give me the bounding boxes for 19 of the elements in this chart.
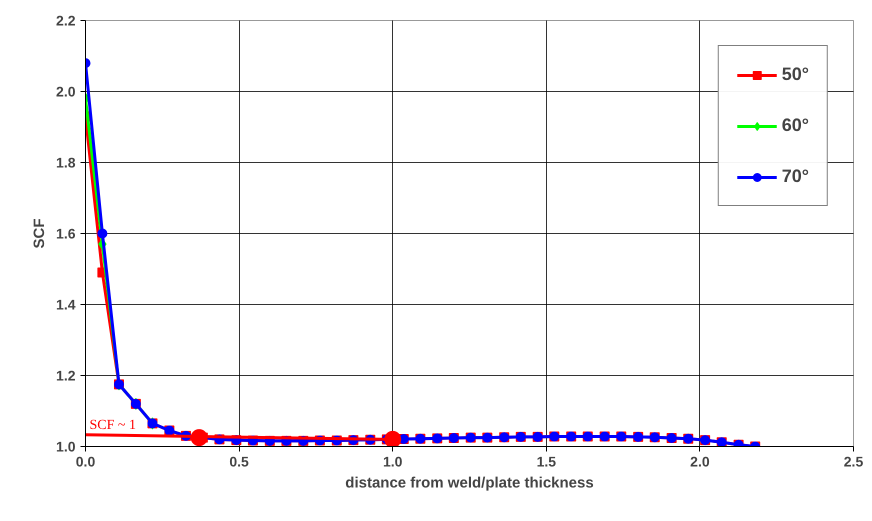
x-axis-title: distance from weld/plate thickness <box>345 474 594 492</box>
x-tick-label: 2.0 <box>690 454 710 470</box>
x-tick-label: 0.5 <box>229 454 250 470</box>
annotation: SCF ~ 1 <box>90 418 136 433</box>
y-tick-label: 2.2 <box>56 12 76 28</box>
legend-label: 50° <box>782 64 809 85</box>
x-tick-label: 1.0 <box>382 454 403 470</box>
y-tick-label: 1.2 <box>56 368 76 384</box>
y-tick-label: 1.6 <box>56 226 76 242</box>
y-tick-label: 1.8 <box>56 154 76 170</box>
legend-label: 70° <box>782 166 809 187</box>
y-tick-label: 1.4 <box>56 296 76 312</box>
x-tick-label: 0.0 <box>76 454 96 470</box>
x-tick-label: 1.5 <box>536 454 556 470</box>
y-tick-label: 2.0 <box>56 84 76 100</box>
legend-label: 60° <box>782 115 809 136</box>
x-tick-label: 2.5 <box>844 454 864 470</box>
y-axis-title: SCF <box>31 218 48 248</box>
y-tick-label: 1.0 <box>56 438 76 454</box>
